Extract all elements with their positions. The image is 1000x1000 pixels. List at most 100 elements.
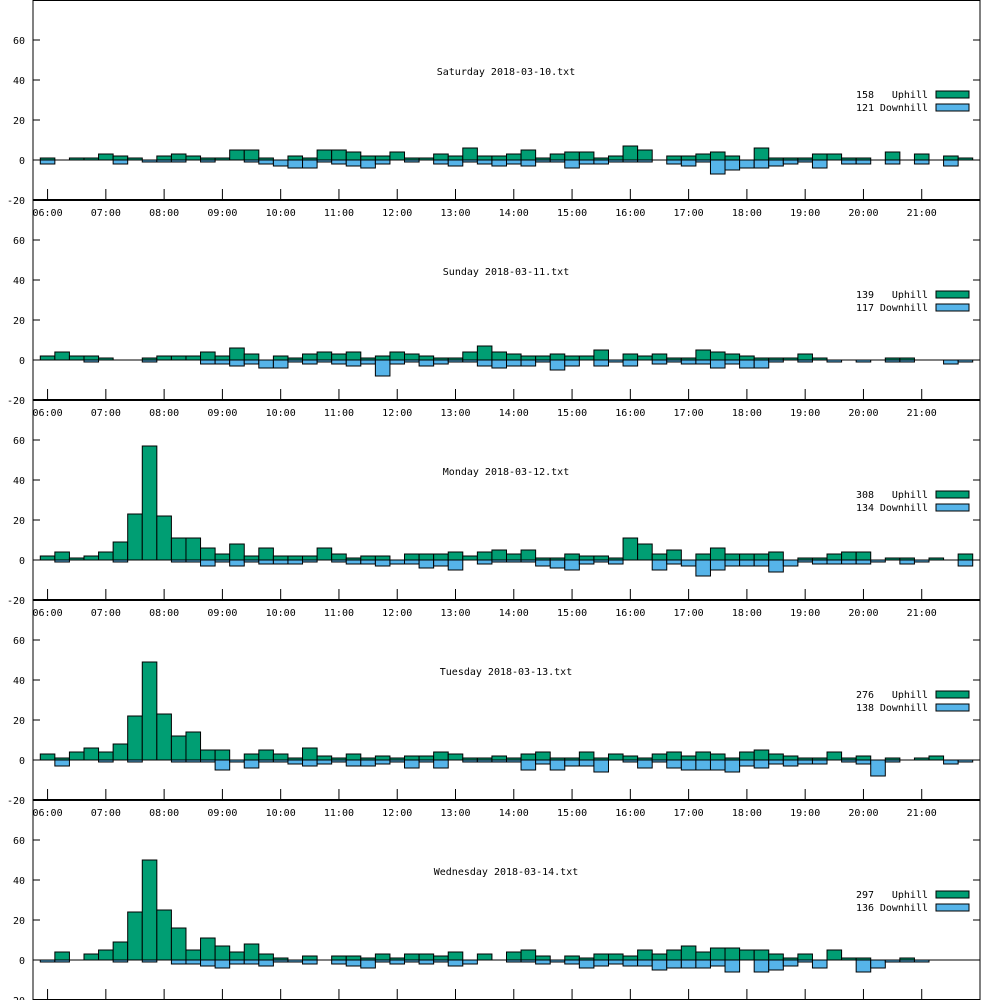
downhill-bar — [870, 759, 886, 777]
downhill-bar — [374, 559, 391, 567]
x-tick-label: 07:00 — [91, 208, 121, 219]
y-tick-label: 20 — [13, 116, 25, 127]
uphill-bar — [185, 949, 202, 961]
uphill-bar — [243, 149, 260, 161]
downhill-bar — [680, 959, 697, 969]
x-tick-label: 21:00 — [907, 208, 937, 219]
downhill-bar — [447, 159, 464, 167]
uphill-bar — [447, 753, 464, 761]
uphill-bar — [418, 953, 435, 961]
uphill-bar — [229, 951, 245, 961]
legend-swatch — [935, 703, 970, 712]
uphill-bar — [156, 713, 172, 761]
uphill-bar — [651, 353, 668, 361]
uphill-bar — [331, 149, 347, 161]
uphill-bar — [316, 755, 333, 761]
legend-entry-downhill: 117 Downhill — [856, 303, 970, 314]
x-tick-label: 13:00 — [440, 608, 470, 619]
uphill-bar — [753, 147, 770, 161]
uphill-bar — [506, 353, 522, 361]
downhill-bar — [855, 759, 872, 765]
uphill-bar — [185, 355, 202, 361]
uphill-bar — [811, 153, 828, 161]
uphill-bar — [272, 753, 289, 761]
y-tick-label: -20 — [7, 996, 25, 1000]
x-tick-label: 13:00 — [440, 808, 470, 819]
x-tick-label: 19:00 — [790, 208, 820, 219]
downhill-bar — [170, 959, 187, 965]
uphill-bar — [39, 555, 56, 561]
legend-entry-downhill: 138 Downhill — [856, 703, 970, 714]
uphill-bar — [331, 353, 347, 361]
downhill-bar — [899, 559, 915, 565]
downhill-bar — [229, 559, 245, 567]
downhill-bar — [607, 559, 624, 565]
uphill-bar — [607, 753, 624, 761]
uphill-bar — [709, 753, 726, 761]
downhill-bar — [345, 559, 362, 565]
downhill-bar — [637, 959, 653, 967]
downhill-bar — [666, 959, 682, 969]
downhill-bar — [578, 759, 595, 767]
x-tick-label: 09:00 — [207, 408, 237, 419]
x-tick-label: 15:00 — [557, 808, 587, 819]
uphill-bar — [374, 155, 391, 161]
x-tick-label: 11:00 — [324, 808, 354, 819]
uphill-bar — [695, 553, 711, 561]
legend-total: 117 — [856, 303, 874, 314]
downhill-bar — [578, 159, 595, 165]
uphill-bar — [185, 731, 202, 761]
legend-label: Uphill — [892, 890, 928, 901]
panel-title: Wednesday 2018-03-14.txt — [434, 867, 579, 878]
uphill-bar — [185, 155, 202, 161]
downhill-bar — [331, 159, 347, 165]
uphill-bar — [695, 751, 711, 761]
downhill-bar — [272, 359, 289, 369]
uphill-bar — [83, 555, 100, 561]
legend-label: Downhill — [880, 703, 928, 714]
downhill-bar — [943, 759, 959, 765]
legend-entry-uphill: 276 Uphill — [856, 690, 970, 701]
uphill-bar — [200, 547, 216, 561]
uphill-bar — [739, 751, 755, 761]
uphill-bar — [928, 755, 945, 761]
downhill-bar — [404, 759, 420, 769]
uphill-bar — [243, 753, 260, 761]
x-tick-label: 15:00 — [557, 208, 587, 219]
uphill-bar — [447, 951, 464, 961]
panel-title: Saturday 2018-03-10.txt — [437, 67, 575, 78]
x-tick-label: 14:00 — [499, 408, 529, 419]
uphill-bar — [462, 351, 478, 361]
downhill-bar — [229, 359, 245, 367]
uphill-bar — [229, 543, 245, 561]
downhill-bar — [943, 359, 959, 365]
downhill-bar — [243, 359, 260, 365]
uphill-bar — [141, 859, 158, 961]
downhill-bar — [666, 559, 682, 565]
panel-title: Sunday 2018-03-11.txt — [443, 267, 569, 278]
panel-4: -20 0 20 40 60 Wednesday 2018-03-14.txt 297 Uph… — [7, 800, 981, 1000]
downhill-bar — [709, 959, 726, 967]
uphill-bar — [127, 513, 143, 561]
downhill-bar — [476, 159, 493, 165]
uphill-bar — [782, 755, 799, 761]
uphill-bar — [491, 351, 507, 361]
panel-0: -20 0 20 40 60 06:00 07:00 08:00 09:00 10:00 11:00… — [7, 0, 981, 219]
y-tick-label: 20 — [13, 316, 25, 327]
y-tick-label: -20 — [7, 796, 25, 807]
uphill-bar — [564, 151, 580, 161]
uphill-bar — [302, 955, 318, 961]
downhill-bar — [753, 559, 770, 567]
downhill-bar — [768, 159, 784, 167]
uphill-bar — [360, 155, 376, 161]
uphill-bar — [54, 351, 70, 361]
uphill-bar — [651, 753, 668, 761]
downhill-bar — [695, 759, 711, 771]
uphill-bar — [826, 153, 843, 161]
downhill-bar — [826, 559, 843, 565]
x-tick-label: 08:00 — [149, 608, 179, 619]
x-tick-label: 09:00 — [207, 608, 237, 619]
uphill-bar — [141, 661, 158, 761]
legend-total: 158 — [856, 90, 874, 101]
uphill-bar — [272, 355, 289, 361]
